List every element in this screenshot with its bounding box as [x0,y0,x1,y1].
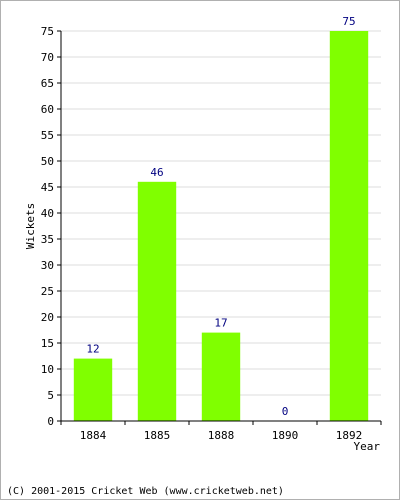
data-label: 75 [342,15,355,28]
y-tick-label: 40 [41,207,54,220]
bar [201,332,241,421]
data-label: 17 [214,317,227,330]
y-tick-label: 60 [41,103,54,116]
x-axis-title: Year [354,440,381,453]
y-tick-label: 70 [41,51,54,64]
y-tick-label: 10 [41,363,54,376]
y-tick-label: 55 [41,129,54,142]
bars [73,31,369,421]
y-tick-label: 0 [47,415,54,428]
labels: 0 5 10 15 20 25 30 35 40 45 50 55 60 65 70 75 12 1884 46 18… [41,15,363,442]
y-tick-label: 25 [41,285,54,298]
y-tick-label: 75 [41,25,54,38]
y-tick-label: 50 [41,155,54,168]
data-label: 12 [86,343,99,356]
y-tick-label: 5 [47,389,54,402]
data-label: 46 [150,166,163,179]
y-tick-label: 35 [41,233,54,246]
grid-lines [61,30,381,396]
bar [329,31,369,421]
y-tick-label: 15 [41,337,54,350]
x-tick-label: 1885 [144,429,171,442]
x-tick-label: 1884 [80,429,107,442]
x-tick-label: 1888 [208,429,235,442]
bar [137,181,177,421]
y-axis-title: Wickets [24,203,37,249]
data-label: 0 [282,405,289,418]
y-tick-label: 65 [41,77,54,90]
x-tick-label: 1890 [272,429,299,442]
y-tick-label: 30 [41,259,54,272]
bar [73,358,113,421]
y-tick-label: 20 [41,311,54,324]
y-tick-label: 45 [41,181,54,194]
x-tick-label: 1892 [336,429,363,442]
copyright-footer: (C) 2001-2015 Cricket Web (www.cricketwe… [7,486,284,497]
axes [57,30,382,425]
